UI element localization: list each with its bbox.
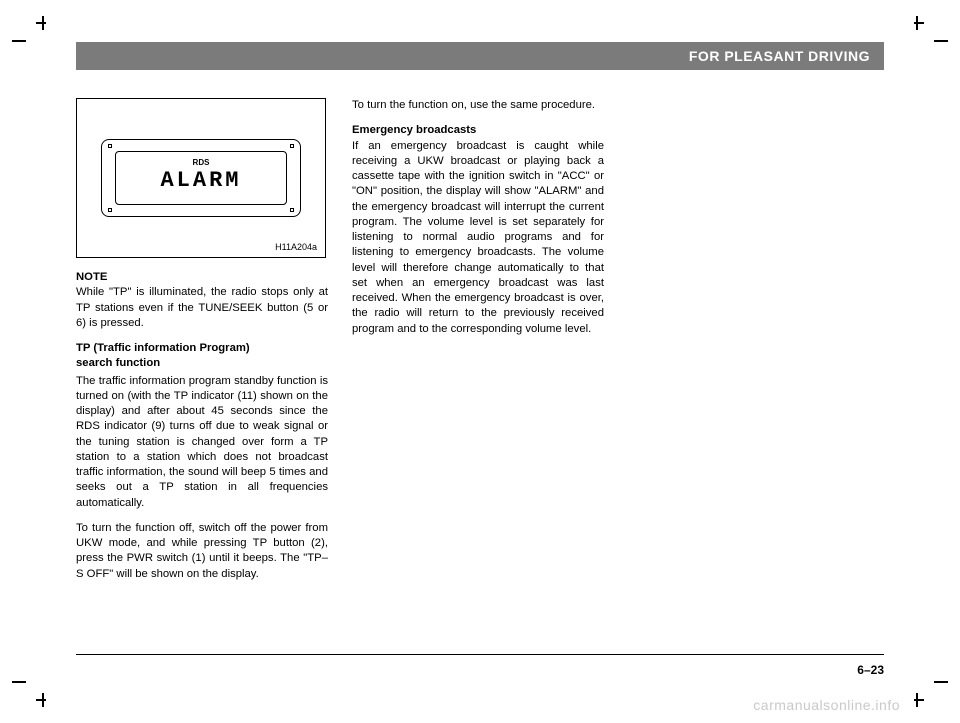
page-number: 6–23 [857,663,884,677]
side-mark [12,681,26,683]
emergency-paragraph: Emergency broadcasts If an emergency bro… [352,123,604,337]
watermark: carmanualsonline.info [753,697,900,713]
tp-heading: TP (Traffic information Program) search … [76,341,328,372]
section-title: FOR PLEASANT DRIVING [689,48,870,64]
content-columns: RDS ALARM H11A204a NOTE While "TP" is il… [76,98,884,592]
side-mark [934,40,948,42]
screw-icon [108,208,112,212]
crop-mark [42,693,44,707]
column-3 [628,98,880,592]
tp-body: The traffic information program standby … [76,374,328,511]
note-body: While "TP" is illuminated, the radio sto… [76,286,328,329]
crop-mark [36,22,46,24]
tp-head-1: TP (Traffic information Program) [76,341,328,356]
crop-mark [42,16,44,30]
radio-figure: RDS ALARM H11A204a [76,98,326,258]
section-header: FOR PLEASANT DRIVING [76,42,884,70]
note-paragraph: NOTE While "TP" is illuminated, the radi… [76,270,328,331]
side-mark [12,40,26,42]
alarm-text: ALARM [160,166,241,196]
crop-mark [916,693,918,707]
emergency-heading: Emergency broadcasts [352,123,604,138]
radio-screen: RDS ALARM [115,151,287,205]
rds-label: RDS [193,158,210,169]
tp-off-body: To turn the function off, switch off the… [76,521,328,582]
page: FOR PLEASANT DRIVING RDS ALARM H11A204a [76,42,884,681]
tp-head-2: search function [76,356,328,371]
side-mark [934,681,948,683]
turn-on-body: To turn the function on, use the same pr… [352,98,604,113]
note-label: NOTE [76,270,328,285]
emergency-body: If an emergency broadcast is caught whil… [352,140,604,335]
screw-icon [290,144,294,148]
screw-icon [290,208,294,212]
column-2: To turn the function on, use the same pr… [352,98,604,592]
footer-rule [76,654,884,655]
crop-mark [36,699,46,701]
crop-mark [916,16,918,30]
radio-frame: RDS ALARM [101,139,301,217]
column-1: RDS ALARM H11A204a NOTE While "TP" is il… [76,98,328,592]
screw-icon [108,144,112,148]
figure-code: H11A204a [275,241,317,253]
